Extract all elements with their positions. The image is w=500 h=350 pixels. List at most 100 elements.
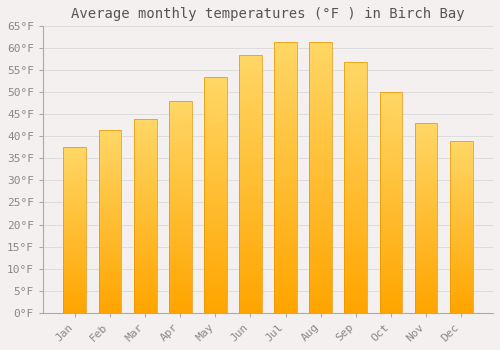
Bar <box>414 146 438 148</box>
Bar <box>239 101 262 104</box>
Bar <box>204 204 227 206</box>
Bar <box>450 294 472 295</box>
Bar <box>310 166 332 169</box>
Bar <box>310 302 332 304</box>
Bar <box>204 126 227 129</box>
Bar <box>169 203 192 205</box>
Bar <box>64 268 86 270</box>
Bar <box>64 202 86 204</box>
Bar <box>450 230 472 232</box>
Bar <box>310 304 332 307</box>
Bar <box>310 147 332 150</box>
Bar <box>98 236 122 238</box>
Bar <box>344 205 367 207</box>
Bar <box>450 208 472 210</box>
Bar <box>64 286 86 288</box>
Bar <box>204 164 227 167</box>
Bar <box>239 178 262 181</box>
Bar <box>414 284 438 286</box>
Bar <box>274 250 297 253</box>
Bar <box>344 245 367 247</box>
Bar <box>169 289 192 292</box>
Bar <box>274 104 297 107</box>
Bar <box>380 141 402 143</box>
Bar <box>380 174 402 176</box>
Bar <box>450 206 472 208</box>
Bar <box>239 230 262 233</box>
Bar <box>98 229 122 230</box>
Bar <box>98 267 122 269</box>
Bar <box>274 120 297 123</box>
Bar <box>204 303 227 306</box>
Bar <box>169 196 192 198</box>
Bar <box>64 189 86 190</box>
Bar <box>310 177 332 180</box>
Bar <box>134 136 156 138</box>
Bar <box>134 266 156 268</box>
Bar <box>344 137 367 139</box>
Bar <box>134 196 156 198</box>
Bar <box>414 279 438 280</box>
Bar <box>310 61 332 63</box>
Bar <box>64 246 86 248</box>
Bar <box>98 201 122 203</box>
Bar <box>380 123 402 125</box>
Bar <box>134 262 156 264</box>
Bar <box>98 148 122 150</box>
Bar <box>169 101 192 103</box>
Bar <box>380 246 402 249</box>
Bar <box>414 193 438 195</box>
Bar <box>64 207 86 209</box>
Bar <box>64 222 86 223</box>
Bar <box>274 99 297 101</box>
Bar <box>380 278 402 280</box>
Bar <box>134 243 156 245</box>
Bar <box>169 300 192 302</box>
Bar <box>169 274 192 277</box>
Bar <box>380 187 402 189</box>
Bar <box>239 259 262 261</box>
Bar <box>380 310 402 313</box>
Bar <box>274 85 297 88</box>
Bar <box>344 169 367 172</box>
Bar <box>344 119 367 122</box>
Bar <box>310 247 332 250</box>
Bar <box>310 264 332 267</box>
Bar <box>414 154 438 155</box>
Bar <box>450 229 472 230</box>
Bar <box>414 282 438 284</box>
Bar <box>310 42 332 44</box>
Bar <box>344 84 367 87</box>
Bar <box>274 294 297 296</box>
Bar <box>169 162 192 164</box>
Bar <box>239 235 262 238</box>
Bar <box>239 138 262 140</box>
Bar <box>98 261 122 263</box>
Bar <box>169 279 192 281</box>
Bar <box>310 58 332 61</box>
Bar <box>450 302 472 304</box>
Bar <box>310 229 332 231</box>
Bar <box>64 218 86 220</box>
Bar <box>169 266 192 268</box>
Bar <box>169 239 192 241</box>
Bar <box>414 129 438 131</box>
Bar <box>98 256 122 258</box>
Bar <box>380 196 402 198</box>
Bar <box>169 294 192 296</box>
Bar <box>380 268 402 271</box>
Bar <box>239 99 262 101</box>
Bar <box>310 128 332 131</box>
Bar <box>450 156 472 158</box>
Bar <box>414 220 438 222</box>
Bar <box>414 155 438 157</box>
Bar <box>134 219 156 222</box>
Bar <box>239 150 262 153</box>
Bar <box>204 103 227 105</box>
Bar <box>274 286 297 288</box>
Bar <box>204 129 227 131</box>
Bar <box>134 140 156 142</box>
Bar <box>98 214 122 216</box>
Bar <box>204 162 227 164</box>
Bar <box>310 215 332 218</box>
